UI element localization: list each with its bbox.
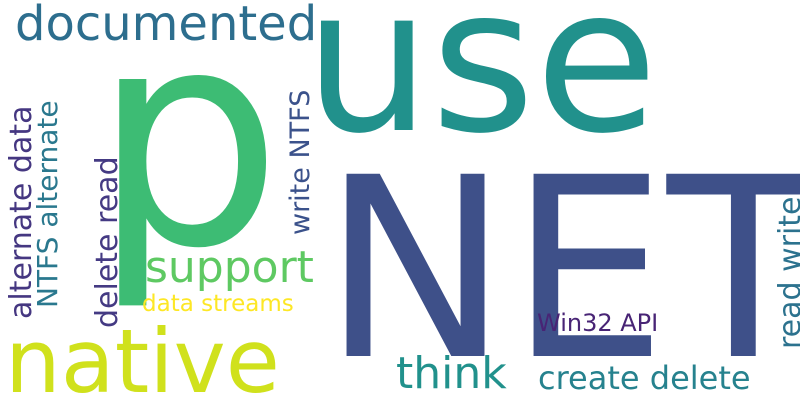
word-read-write: read write <box>773 196 800 349</box>
word-support: support <box>145 242 314 293</box>
word-data-streams: data streams <box>142 291 294 317</box>
word-think: think <box>396 348 507 399</box>
word-native: native <box>5 310 280 400</box>
word-win32-api: Win32 API <box>537 309 659 337</box>
word-ntfs-alternate: NTFS alternate <box>31 100 64 308</box>
word-p: p <box>92 0 283 314</box>
word-documented: documented <box>15 0 318 52</box>
word-delete-read: delete read <box>90 156 125 328</box>
word-net: NET <box>322 124 800 400</box>
word-use: use <box>304 0 659 178</box>
word-write-ntfs: write NTFS <box>285 89 316 235</box>
word-create-delete: create delete <box>538 359 751 397</box>
